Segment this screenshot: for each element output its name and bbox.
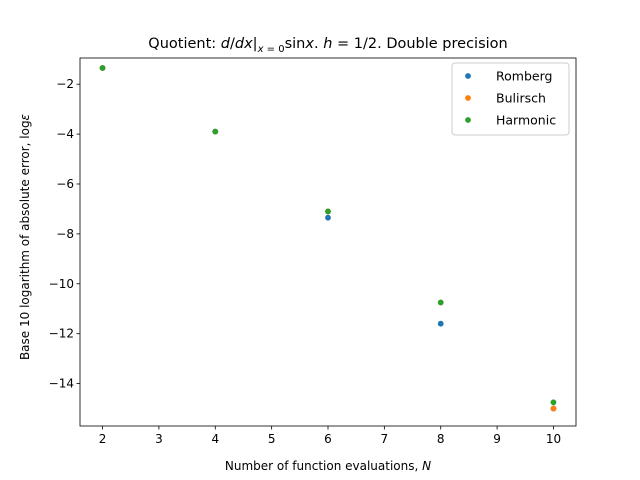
legend-label-harmonic: Harmonic [496, 113, 556, 128]
title-subscript-x: x [257, 44, 264, 55]
title-h: h [323, 36, 332, 52]
title-dx: dx [235, 36, 253, 52]
data-point-harmonic [99, 65, 106, 71]
data-point-harmonic [437, 299, 444, 306]
x-tick-label: 7 [381, 432, 389, 446]
legend-label-bulirsch: Bulirsch [496, 91, 546, 106]
y-axis-label: Base 10 logarithm of absolute error, log… [18, 113, 32, 360]
series-harmonic [99, 65, 557, 406]
x-tick-label: 10 [546, 432, 561, 446]
data-point-harmonic [550, 399, 557, 406]
y-tick-label: −10 [49, 277, 74, 291]
legend-box [451, 62, 570, 136]
title-slash: / [230, 36, 235, 52]
x-tick-label: 9 [493, 432, 501, 446]
data-point-bulirsch [550, 405, 557, 412]
y-tick-label: −2 [56, 77, 74, 91]
data-marks [99, 65, 557, 412]
title-prefix: Quotient: [148, 36, 220, 52]
axes: 2 3 4 5 6 7 8 9 10 −14 −12 −10 −8 −6 −4 −2 [49, 57, 577, 446]
title-subscript-rest: = 0 [263, 44, 284, 55]
x-tick-label: 2 [99, 432, 107, 446]
x-tick-label: 5 [268, 432, 276, 446]
title-bar: | [253, 36, 258, 52]
data-point-harmonic [212, 128, 219, 135]
data-point-harmonic [325, 208, 331, 215]
title-derivative: d [221, 36, 231, 52]
y-tick-label: −14 [49, 377, 74, 391]
x-tick-label: 3 [155, 432, 163, 446]
title-sin: sin [285, 36, 306, 52]
y-tick-label: −4 [56, 127, 74, 141]
legend-marker-harmonic [465, 117, 471, 123]
x-axis-label: Number of function evaluations, N [225, 459, 431, 473]
data-point-romberg [437, 320, 444, 327]
y-label-text: Base 10 logarithm of absolute error, log [18, 120, 32, 360]
title-rest: = 1/2. Double precision [332, 36, 507, 52]
legend-label-romberg: Romberg [496, 69, 552, 84]
x-tick-label: 8 [437, 432, 445, 446]
x-tick-label: 6 [324, 432, 332, 446]
legend: Romberg Bulirsch Harmonic [451, 62, 570, 136]
y-tick-label: −12 [49, 327, 74, 341]
y-tick-label: −8 [56, 227, 74, 241]
y-tick-label: −6 [56, 177, 74, 191]
chart-title: Quotient: d/dx|x = 0sinx. h = 1/2. Doubl… [148, 36, 507, 55]
x-tick-label: 4 [211, 432, 219, 446]
legend-marker-romberg [465, 73, 471, 79]
x-label-text: Number of function evaluations, [225, 459, 422, 473]
title-period: . [314, 36, 323, 52]
legend-marker-bulirsch [465, 95, 471, 101]
y-label-epsilon: ε [18, 113, 32, 120]
x-label-n: N [422, 459, 431, 473]
title-x: x [304, 36, 314, 52]
data-point-romberg [325, 214, 331, 221]
